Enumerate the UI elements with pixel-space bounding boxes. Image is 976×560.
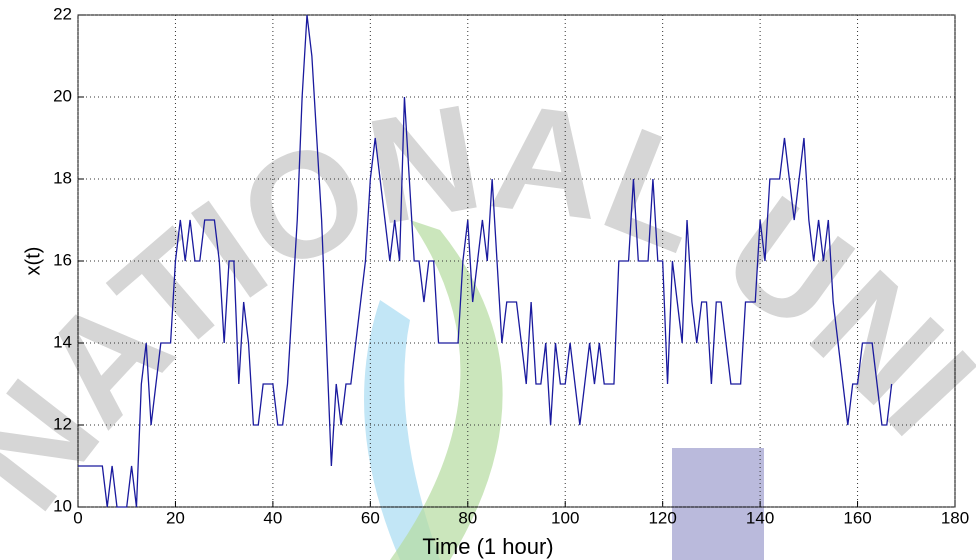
- x-tick-label: 0: [73, 508, 82, 527]
- x-tick-label: 120: [648, 508, 676, 527]
- plot: 0 20 40 60 80 100 120 140 160 180 10 12 14 16 18 20 22: [53, 4, 969, 527]
- x-tick-label: 140: [746, 508, 774, 527]
- x-tick-label: 40: [263, 508, 282, 527]
- data-line: [78, 14, 893, 508]
- watermark-shape: [364, 300, 440, 560]
- y-axis-label: x(t): [22, 247, 44, 276]
- y-tick-label: 12: [53, 414, 72, 433]
- x-tick-label: 160: [843, 508, 871, 527]
- y-tick-label: 20: [53, 86, 72, 105]
- watermark-shape: [390, 220, 503, 560]
- x-tick-label: 20: [166, 508, 185, 527]
- y-tick-label: 10: [53, 496, 72, 515]
- y-tick-label: 22: [53, 4, 72, 23]
- watermark-shape: [672, 448, 764, 560]
- y-tick-label: 18: [53, 168, 72, 187]
- x-tick-label: 80: [458, 508, 477, 527]
- y-tick-label: 14: [53, 332, 72, 351]
- x-tick-label: 60: [361, 508, 380, 527]
- x-tick-label: 100: [551, 508, 579, 527]
- y-tick-label: 16: [53, 250, 72, 269]
- x-tick-label: 180: [941, 508, 969, 527]
- x-axis-label: Time (1 hour): [422, 534, 553, 559]
